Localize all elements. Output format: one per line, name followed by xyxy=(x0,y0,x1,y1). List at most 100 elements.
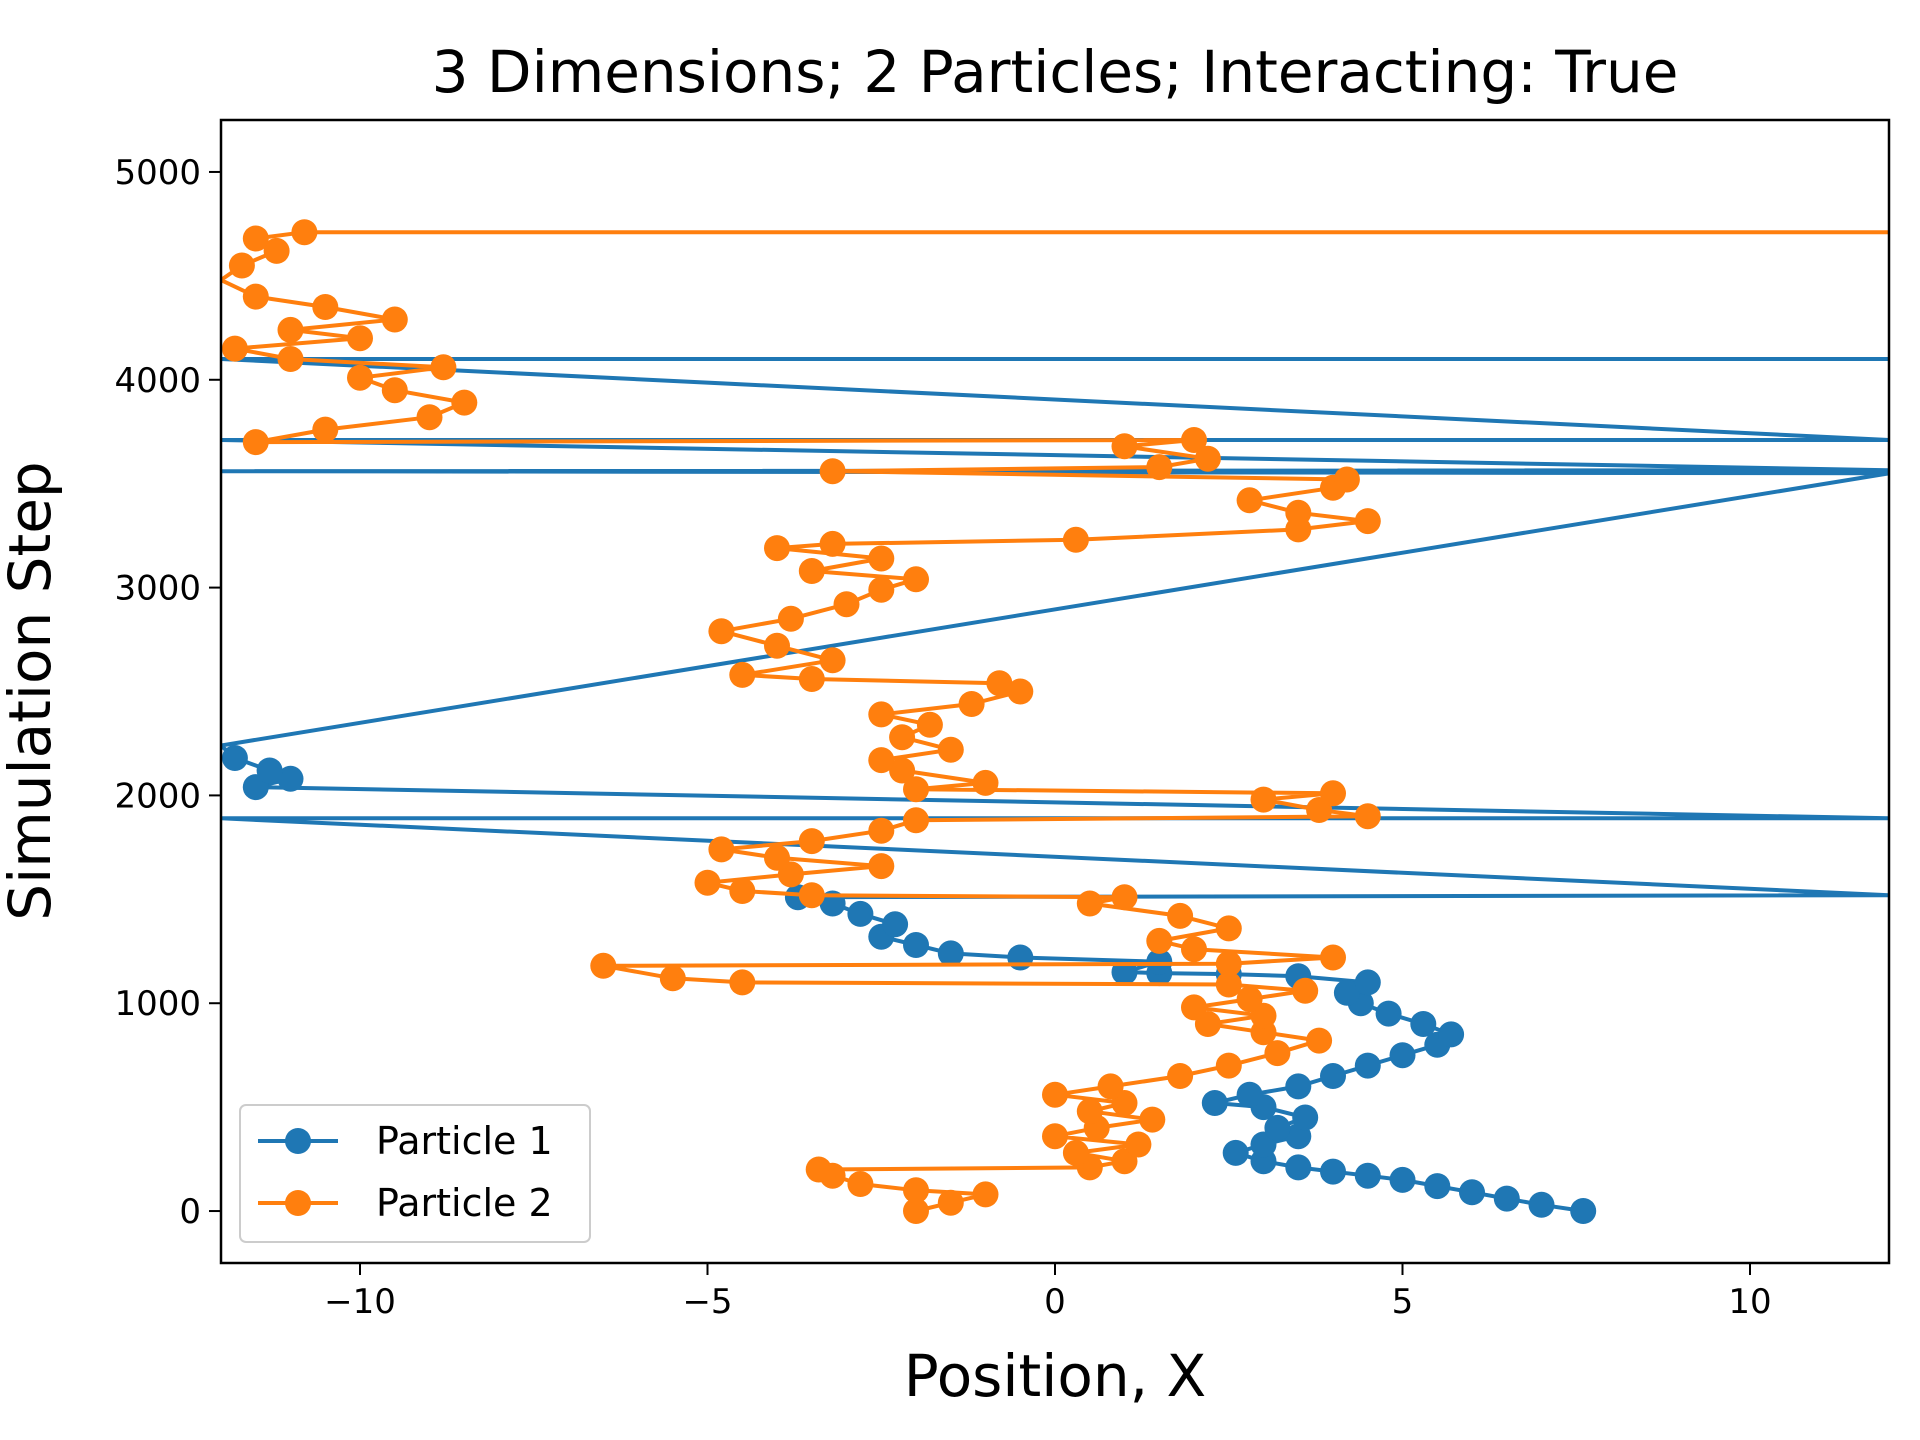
x-tick-label: 0 xyxy=(1044,1282,1066,1322)
data-point xyxy=(798,882,825,909)
data-point xyxy=(729,661,756,688)
data-point xyxy=(1146,927,1173,954)
data-point xyxy=(430,354,457,381)
y-axis-title: Simulation Step xyxy=(0,461,64,920)
x-tick-label: −5 xyxy=(682,1282,732,1322)
data-point xyxy=(1007,678,1034,705)
data-point xyxy=(1201,1090,1228,1116)
data-point xyxy=(221,745,248,771)
data-point xyxy=(1062,1139,1089,1166)
y-tick-label: 5000 xyxy=(114,153,201,193)
data-point xyxy=(1375,1000,1402,1027)
data-point xyxy=(1285,1154,1312,1181)
y-tick-label: 3000 xyxy=(114,569,201,609)
data-point xyxy=(1424,1173,1451,1200)
data-point xyxy=(847,900,874,927)
data-point xyxy=(1264,1040,1291,1067)
data-point xyxy=(221,335,248,362)
data-point xyxy=(277,346,304,372)
data-point xyxy=(729,878,756,904)
data-point xyxy=(937,1189,964,1216)
data-point xyxy=(659,965,686,992)
data-point xyxy=(903,1177,929,1204)
data-point xyxy=(1354,508,1381,535)
data-point xyxy=(1139,1106,1166,1133)
data-point xyxy=(590,952,617,979)
data-point xyxy=(798,666,825,692)
data-point xyxy=(1264,1114,1291,1141)
data-point xyxy=(764,844,790,871)
x-tick-label: 5 xyxy=(1392,1282,1414,1322)
data-point xyxy=(1250,786,1277,813)
y-tick-label: 4000 xyxy=(114,361,201,401)
legend-marker-particle-1 xyxy=(285,1128,311,1154)
data-point xyxy=(1292,977,1319,1004)
data-point xyxy=(764,632,790,659)
data-point xyxy=(242,283,269,310)
data-point xyxy=(708,836,735,863)
data-point xyxy=(1062,526,1089,553)
data-point xyxy=(1493,1185,1520,1212)
data-point xyxy=(1570,1198,1597,1224)
data-point xyxy=(277,316,304,343)
data-point xyxy=(1236,1081,1263,1108)
data-point xyxy=(916,711,943,738)
x-tick-label: −10 xyxy=(324,1282,396,1322)
data-point xyxy=(903,566,929,593)
legend-entry-particle-2: Particle 2 xyxy=(258,1181,553,1225)
data-point xyxy=(937,940,964,967)
data-point xyxy=(972,1181,999,1208)
data-point xyxy=(1181,936,1207,963)
data-point xyxy=(1007,944,1034,971)
data-point xyxy=(1306,1027,1333,1054)
data-point xyxy=(1215,915,1242,942)
data-point xyxy=(882,911,909,938)
data-point xyxy=(1333,979,1360,1006)
x-axis-title: Position, X xyxy=(904,1342,1206,1410)
data-point xyxy=(805,1156,832,1183)
data-point xyxy=(889,757,916,784)
data-point xyxy=(1042,1081,1068,1108)
data-point xyxy=(889,724,916,751)
data-point xyxy=(291,219,318,246)
data-point xyxy=(1354,1162,1381,1189)
data-point xyxy=(1181,427,1207,453)
data-point xyxy=(1167,902,1194,929)
x-tick-label: 10 xyxy=(1728,1282,1771,1322)
data-point xyxy=(1111,884,1138,911)
data-point xyxy=(1320,944,1346,971)
data-point xyxy=(1167,1063,1194,1089)
data-point xyxy=(416,404,443,431)
data-point xyxy=(1111,433,1138,460)
data-point xyxy=(833,591,860,618)
y-axis-ticks: 0 1000 2000 3000 4000 5000 xyxy=(114,153,221,1232)
data-point xyxy=(1215,1052,1242,1079)
data-point xyxy=(347,364,373,391)
data-point xyxy=(798,558,825,584)
data-point xyxy=(764,535,790,562)
data-point xyxy=(1354,969,1381,996)
data-point xyxy=(1285,1073,1312,1100)
data-point xyxy=(1194,445,1221,472)
data-point xyxy=(708,618,735,645)
data-point xyxy=(1292,1104,1319,1131)
data-point xyxy=(937,736,964,763)
data-point xyxy=(847,1171,874,1197)
data-point xyxy=(868,853,895,880)
data-point xyxy=(868,545,895,572)
data-point xyxy=(1410,1011,1437,1037)
data-point xyxy=(1389,1042,1416,1069)
data-point xyxy=(1215,971,1242,998)
data-point xyxy=(263,237,290,264)
data-point xyxy=(868,576,895,603)
data-point xyxy=(903,932,929,958)
data-point xyxy=(312,416,339,443)
data-point xyxy=(1354,1052,1381,1079)
data-point xyxy=(1215,950,1242,977)
data-point xyxy=(903,807,929,834)
data-point xyxy=(958,691,985,717)
data-point xyxy=(694,869,721,896)
series-particle-2 xyxy=(221,219,1889,1224)
data-point xyxy=(1320,1158,1346,1185)
